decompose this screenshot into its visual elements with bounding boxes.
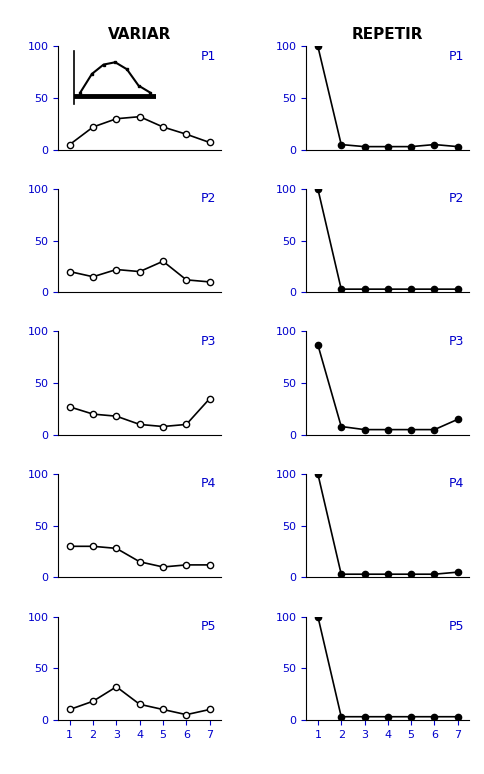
Text: P4: P4 bbox=[449, 477, 465, 490]
Text: P3: P3 bbox=[201, 334, 216, 348]
Title: VARIAR: VARIAR bbox=[108, 28, 171, 43]
Text: P1: P1 bbox=[201, 50, 216, 63]
Text: P5: P5 bbox=[201, 620, 216, 632]
Text: P2: P2 bbox=[201, 192, 216, 205]
Text: P3: P3 bbox=[449, 334, 465, 348]
Text: P5: P5 bbox=[449, 620, 465, 632]
Text: P1: P1 bbox=[449, 50, 465, 63]
Text: P2: P2 bbox=[449, 192, 465, 205]
Text: P4: P4 bbox=[201, 477, 216, 490]
Title: REPETIR: REPETIR bbox=[352, 28, 424, 43]
